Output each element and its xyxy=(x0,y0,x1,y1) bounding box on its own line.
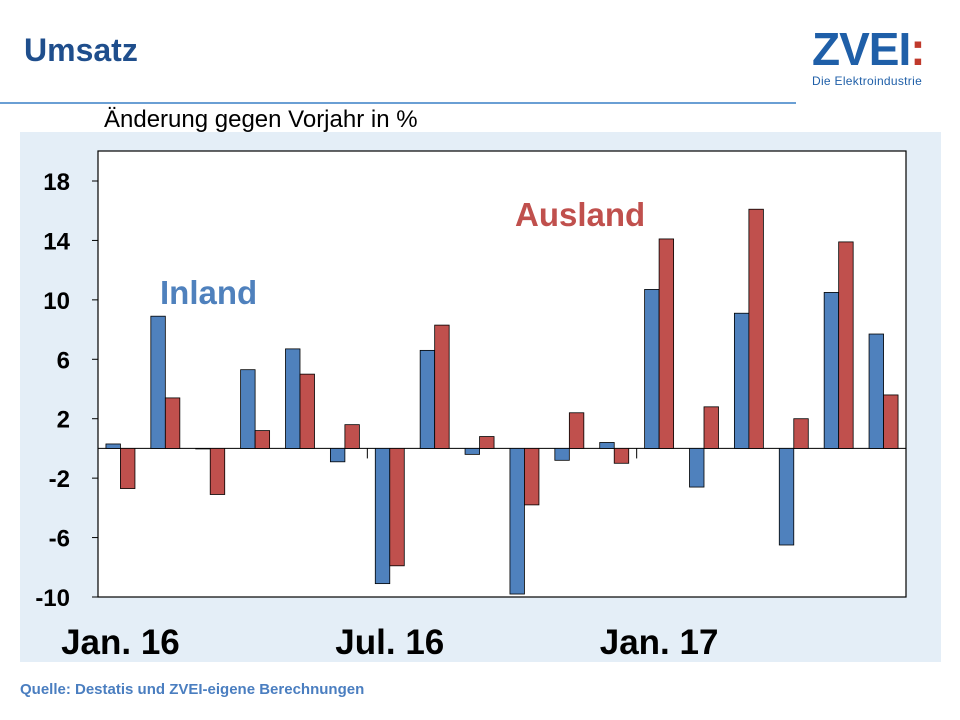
bar-inland xyxy=(868,333,884,449)
bar-ausland xyxy=(658,238,675,449)
bar-ausland xyxy=(434,324,450,449)
bar-ausland xyxy=(299,373,315,449)
logo-wordmark: ZVEI: xyxy=(812,26,944,72)
bar-inland xyxy=(419,349,436,449)
bar-ausland xyxy=(793,418,809,449)
bar-inland xyxy=(329,448,346,463)
bar-inland xyxy=(599,442,615,449)
bar-ausland xyxy=(164,397,181,449)
bar-ausland xyxy=(838,241,854,449)
bar-ausland xyxy=(389,448,405,567)
y-tick-label: 14 xyxy=(43,228,70,255)
header-divider xyxy=(0,102,796,104)
bar-chart: 18 14 10 6 2 -2 -6 -10 Inland Ausland Jan. 16 Jul. … xyxy=(35,150,907,662)
bar-inland xyxy=(150,315,166,449)
bar-inland xyxy=(195,448,211,450)
bar-inland xyxy=(285,348,301,449)
y-tick-label: 18 xyxy=(43,169,70,196)
y-tick-label: -10 xyxy=(35,585,70,612)
series-label-ausland: Ausland xyxy=(515,196,645,233)
bar-ausland xyxy=(254,430,271,449)
bar-inland xyxy=(105,443,121,449)
bar-ausland xyxy=(344,424,360,449)
bar-inland xyxy=(554,448,570,461)
bar-ausland xyxy=(703,406,719,449)
bar-ausland xyxy=(568,412,585,449)
plot-area xyxy=(97,150,907,598)
source-note: Quelle: Destatis und ZVEI-eigene Berechn… xyxy=(20,681,365,698)
zvei-logo: ZVEI: Die Elektroindustrie xyxy=(812,26,944,96)
page-title: Umsatz xyxy=(24,32,138,68)
logo-colon: : xyxy=(910,23,925,75)
chart-subtitle: Änderung gegen Vorjahr in % xyxy=(104,106,418,133)
bar-inland xyxy=(374,448,391,585)
bar-inland xyxy=(733,312,750,449)
bar-ausland xyxy=(524,448,540,506)
bar-ausland xyxy=(883,394,899,449)
y-tick-label: 2 xyxy=(57,407,70,434)
y-tick-label: 10 xyxy=(43,288,70,315)
logo-text: ZVEI xyxy=(812,23,911,75)
bar-inland xyxy=(689,448,705,488)
y-tick-label: -6 xyxy=(49,526,70,553)
bar-inland xyxy=(823,292,840,449)
series-label-inland: Inland xyxy=(160,274,257,311)
x-tick-label: Jan. 17 xyxy=(600,623,719,662)
x-tick-label: Jan. 16 xyxy=(61,623,180,662)
bar-inland xyxy=(644,289,660,449)
bar-inland xyxy=(464,448,480,455)
y-tick-label: -2 xyxy=(49,466,70,493)
y-tick-label: 6 xyxy=(57,347,70,374)
bar-ausland xyxy=(479,436,495,449)
bar-ausland xyxy=(209,448,226,495)
bar-inland xyxy=(509,448,525,595)
chart-panel: 18 14 10 6 2 -2 -6 -10 Inland Ausland Jan. 16 Jul. … xyxy=(20,132,941,662)
x-tick-label: Jul. 16 xyxy=(335,623,444,662)
bar-ausland xyxy=(748,208,764,449)
bar-ausland xyxy=(613,448,630,464)
bar-ausland xyxy=(120,448,136,489)
bar-inland xyxy=(240,369,256,449)
bar-inland xyxy=(778,448,795,546)
logo-tagline: Die Elektroindustrie xyxy=(812,74,923,88)
